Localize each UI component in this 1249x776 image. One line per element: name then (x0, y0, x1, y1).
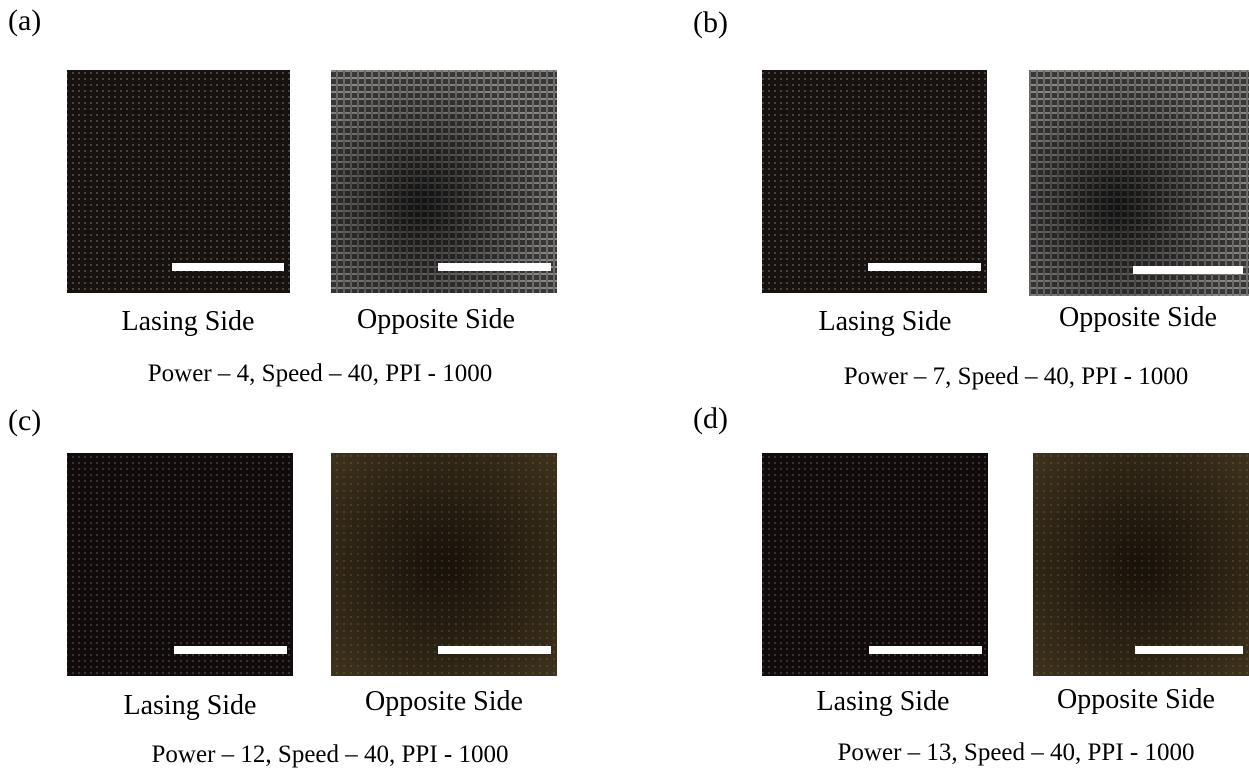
photo-texture (67, 70, 290, 293)
page: (a) Lasing Side Opposite Side Power – 4, Sp… (0, 0, 1249, 776)
sample-photo (1033, 453, 1249, 676)
scale-bar (438, 646, 551, 654)
image-caption: Opposite Side (1059, 302, 1217, 333)
scale-bar (1135, 646, 1243, 654)
image-caption: Lasing Side (122, 306, 255, 337)
scale-bar (1133, 266, 1243, 274)
scale-bar (869, 646, 982, 654)
laser-settings: Power – 12, Speed – 40, PPI - 1000 (152, 741, 509, 768)
photo-shade (762, 453, 988, 676)
photo-shade (67, 453, 293, 676)
scale-bar (868, 263, 981, 271)
photo-texture (762, 70, 987, 293)
sample-photo (762, 453, 988, 676)
sample-photo (67, 70, 290, 293)
photo-shade (1033, 453, 1249, 676)
photo-shade (331, 453, 557, 676)
scale-bar (438, 263, 551, 271)
panel: (c) Lasing Side Opposite Side Power – 12, S… (8, 404, 557, 768)
panel-label: (b) (693, 6, 728, 39)
panel-label: (a) (8, 4, 41, 37)
scale-bar (172, 263, 284, 271)
image-caption: Opposite Side (365, 686, 523, 717)
image-caption: Lasing Side (819, 306, 952, 337)
laser-settings: Power – 13, Speed – 40, PPI - 1000 (838, 739, 1195, 766)
image-caption: Lasing Side (124, 690, 257, 721)
panel: (a) Lasing Side Opposite Side Power – 4, Sp… (8, 4, 557, 387)
scale-bar (174, 646, 287, 654)
image-caption: Opposite Side (1057, 684, 1215, 715)
sample-photo (67, 453, 293, 676)
panel: (d) Lasing Side Opposite Side Power – 13, S… (693, 402, 1249, 766)
laser-settings: Power – 4, Speed – 40, PPI - 1000 (148, 360, 492, 387)
laser-settings: Power – 7, Speed – 40, PPI - 1000 (844, 363, 1188, 390)
image-caption: Lasing Side (817, 686, 950, 717)
sample-photo (1029, 70, 1249, 296)
panel-label: (d) (693, 402, 728, 435)
sample-photo (331, 453, 557, 676)
photo-shade (331, 70, 557, 293)
figure: (a) Lasing Side Opposite Side Power – 4, Sp… (0, 0, 1249, 776)
image-caption: Opposite Side (357, 304, 515, 335)
photo-shade (1029, 70, 1249, 296)
sample-photo (331, 70, 557, 293)
sample-photo (762, 70, 987, 293)
panel-label: (c) (8, 404, 41, 437)
panel: (b) Lasing Side Opposite Side Power – 7, Sp… (693, 6, 1249, 390)
